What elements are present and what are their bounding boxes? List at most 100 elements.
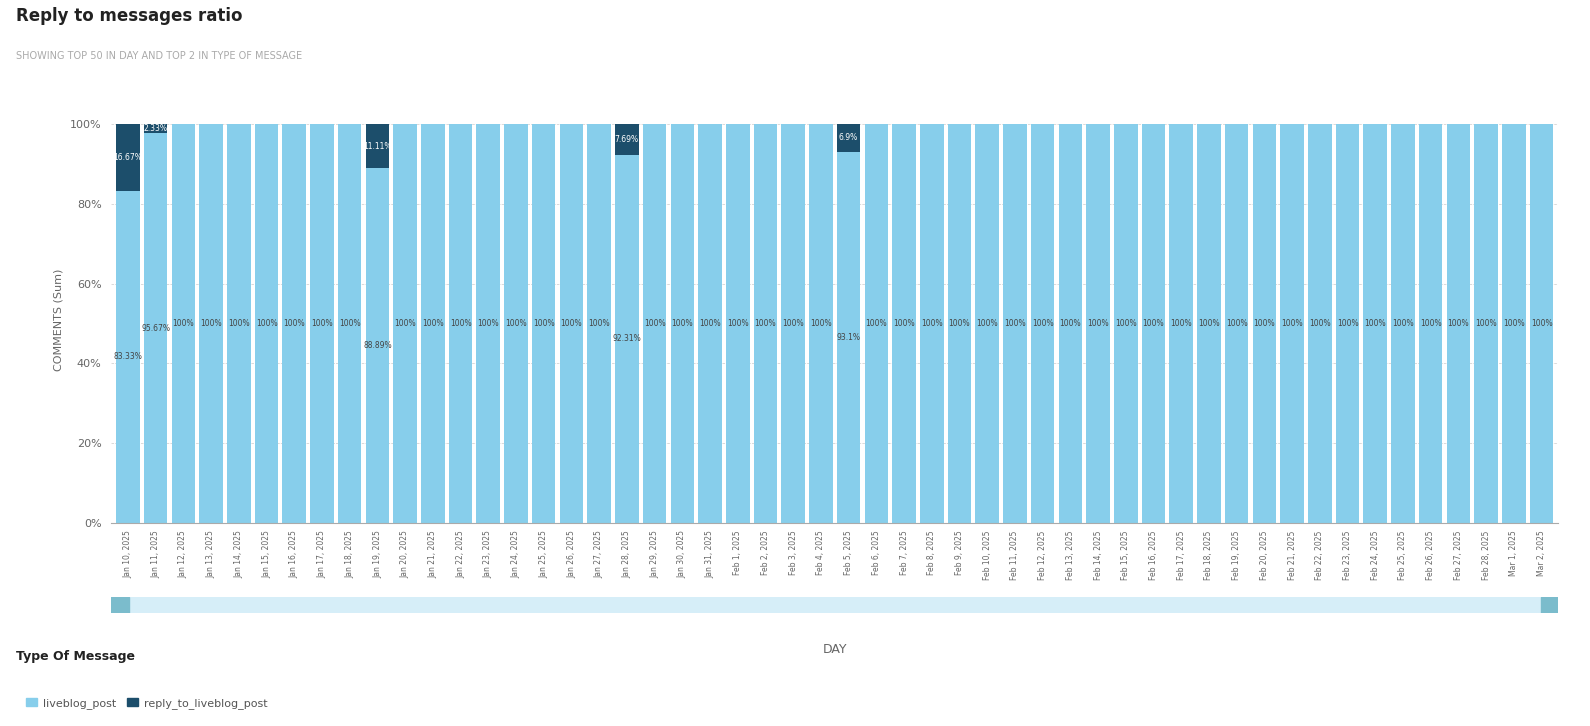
Text: 92.31%: 92.31% (612, 334, 641, 343)
Text: 100%: 100% (1476, 319, 1496, 328)
Bar (865, 124, 889, 523)
Bar (698, 124, 722, 523)
Text: 100%: 100% (894, 319, 914, 328)
Bar (1142, 124, 1165, 523)
Bar (836, 152, 860, 523)
Bar (1280, 124, 1304, 523)
Text: 100%: 100% (1143, 319, 1164, 328)
Text: 100%: 100% (1059, 319, 1081, 328)
Bar (975, 124, 999, 523)
Text: 100%: 100% (312, 319, 332, 328)
Text: 100%: 100% (561, 319, 582, 328)
Bar (727, 124, 749, 523)
Bar (393, 124, 417, 523)
Bar (339, 124, 361, 523)
Text: 100%: 100% (1503, 319, 1525, 328)
Bar (642, 124, 666, 523)
Text: 95.67%: 95.67% (142, 324, 170, 333)
Y-axis label: COMMENTS (Sum): COMMENTS (Sum) (52, 268, 64, 371)
Text: 100%: 100% (1393, 319, 1414, 328)
Bar (366, 168, 390, 523)
Text: 100%: 100% (421, 319, 444, 328)
Text: 6.9%: 6.9% (840, 134, 859, 142)
Bar (1418, 124, 1442, 523)
Text: 100%: 100% (671, 319, 693, 328)
Text: 2.33%: 2.33% (143, 124, 167, 134)
Text: 100%: 100% (1337, 319, 1358, 328)
Bar (1530, 124, 1553, 523)
Text: 100%: 100% (727, 319, 749, 328)
Bar (366, 124, 390, 168)
Bar (448, 124, 472, 523)
Text: 100%: 100% (227, 319, 250, 328)
Bar (1253, 124, 1277, 523)
Bar (948, 124, 971, 523)
Bar (1030, 124, 1054, 523)
Text: 100%: 100% (200, 319, 223, 328)
Text: 93.1%: 93.1% (836, 333, 860, 342)
Text: 7.69%: 7.69% (615, 135, 639, 144)
Bar (1541, 597, 1558, 613)
Text: 100%: 100% (755, 319, 776, 328)
Bar (1170, 124, 1192, 523)
Text: 100%: 100% (809, 319, 832, 328)
Bar (892, 124, 916, 523)
Text: DAY: DAY (822, 643, 847, 656)
Bar (310, 124, 334, 523)
Bar (227, 124, 251, 523)
Bar (1447, 124, 1471, 523)
Text: 100%: 100% (588, 319, 611, 328)
Bar (671, 124, 695, 523)
Bar (921, 124, 943, 523)
Bar (1309, 124, 1331, 523)
Text: 100%: 100% (1170, 319, 1192, 328)
Text: 100%: 100% (283, 319, 305, 328)
Text: 100%: 100% (1199, 319, 1220, 328)
Bar (1474, 124, 1498, 523)
Text: Type Of Message: Type Of Message (16, 650, 135, 663)
Text: SHOWING TOP 50 IN DAY AND TOP 2 IN TYPE OF MESSAGE: SHOWING TOP 50 IN DAY AND TOP 2 IN TYPE … (16, 51, 302, 61)
Text: 100%: 100% (506, 319, 526, 328)
Text: 100%: 100% (1005, 319, 1026, 328)
Text: 83.33%: 83.33% (113, 352, 143, 361)
Bar (199, 124, 223, 523)
Bar (421, 124, 445, 523)
Text: 100%: 100% (173, 319, 194, 328)
Bar (477, 124, 499, 523)
Text: Reply to messages ratio: Reply to messages ratio (16, 7, 242, 25)
Bar (1503, 124, 1526, 523)
Bar (836, 124, 860, 152)
Text: 100%: 100% (339, 319, 361, 328)
Text: 100%: 100% (1032, 319, 1054, 328)
Bar (533, 124, 555, 523)
Bar (1336, 124, 1359, 523)
Text: 100%: 100% (1088, 319, 1108, 328)
Text: 100%: 100% (1531, 319, 1552, 328)
Bar (1391, 124, 1415, 523)
Text: 100%: 100% (256, 319, 277, 328)
Text: 100%: 100% (865, 319, 887, 328)
Text: 16.67%: 16.67% (113, 153, 143, 162)
Bar (615, 124, 639, 155)
Text: 100%: 100% (921, 319, 943, 328)
Bar (143, 134, 167, 523)
Text: 100%: 100% (1309, 319, 1331, 328)
Bar (1197, 124, 1221, 523)
Bar (1003, 124, 1027, 523)
Text: 100%: 100% (1364, 319, 1386, 328)
Bar (809, 124, 833, 523)
Text: 11.11%: 11.11% (363, 142, 391, 151)
Bar (1086, 124, 1110, 523)
Text: 100%: 100% (450, 319, 471, 328)
Text: 100%: 100% (644, 319, 665, 328)
Bar (1224, 124, 1248, 523)
Text: 100%: 100% (976, 319, 999, 328)
Text: 100%: 100% (1226, 319, 1248, 328)
Bar (560, 124, 584, 523)
Bar (116, 191, 140, 523)
Bar (254, 124, 278, 523)
Bar (116, 124, 140, 191)
Bar (1115, 124, 1137, 523)
Text: 100%: 100% (1420, 319, 1442, 328)
Text: 100%: 100% (782, 319, 805, 328)
